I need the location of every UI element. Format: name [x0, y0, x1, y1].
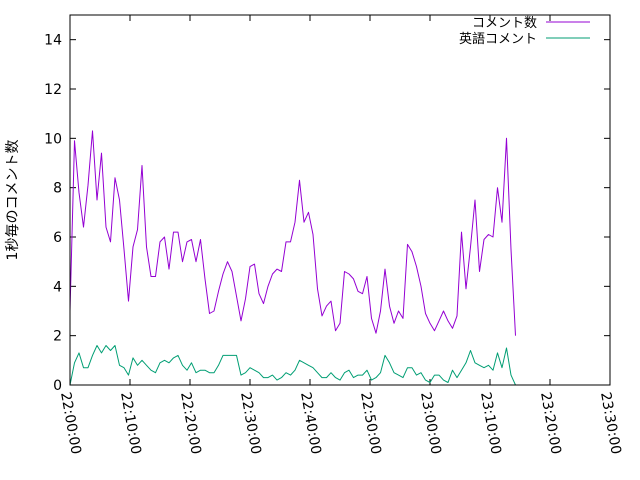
x-tick-label: 22:50:00 [357, 391, 384, 456]
x-tick-label: 23:10:00 [477, 391, 504, 456]
y-axis-title: 1秒毎のコメント数 [5, 140, 21, 261]
x-tick-label: 22:40:00 [297, 391, 324, 456]
x-tick-labels: 22:00:00 22:10:00 22:20:00 22:30:00 22:40:00… [57, 391, 624, 456]
y-tick-label: 4 [53, 279, 62, 295]
legend-label: 英語コメント [459, 31, 537, 47]
y-tick-label: 14 [44, 33, 62, 49]
x-tick-label: 22:20:00 [177, 391, 204, 456]
axis-ticks [69, 15, 611, 386]
x-tick-label: 23:00:00 [417, 391, 444, 456]
x-tick-label: 22:10:00 [117, 391, 144, 456]
series-lines [69, 130, 516, 386]
x-tick-label: 23:20:00 [537, 391, 564, 456]
x-tick-label: 22:00:00 [57, 391, 84, 456]
y-tick-label: 6 [53, 230, 62, 246]
y-tick-label: 10 [44, 131, 62, 147]
y-tick-label: 0 [53, 378, 62, 394]
y-tick-labels: 0 2 4 6 8 10 12 14 [44, 33, 62, 394]
legend-label: コメント数 [472, 16, 537, 31]
plot-frame [69, 14, 611, 386]
series-line-1 [69, 130, 516, 336]
x-tick-label: 23:30:00 [597, 391, 624, 456]
y-tick-label: 8 [53, 181, 62, 197]
y-tick-label: 2 [53, 329, 62, 345]
series-line-2 [69, 345, 516, 386]
y-tick-label: 12 [44, 82, 62, 98]
x-tick-label: 22:30:00 [237, 391, 264, 456]
